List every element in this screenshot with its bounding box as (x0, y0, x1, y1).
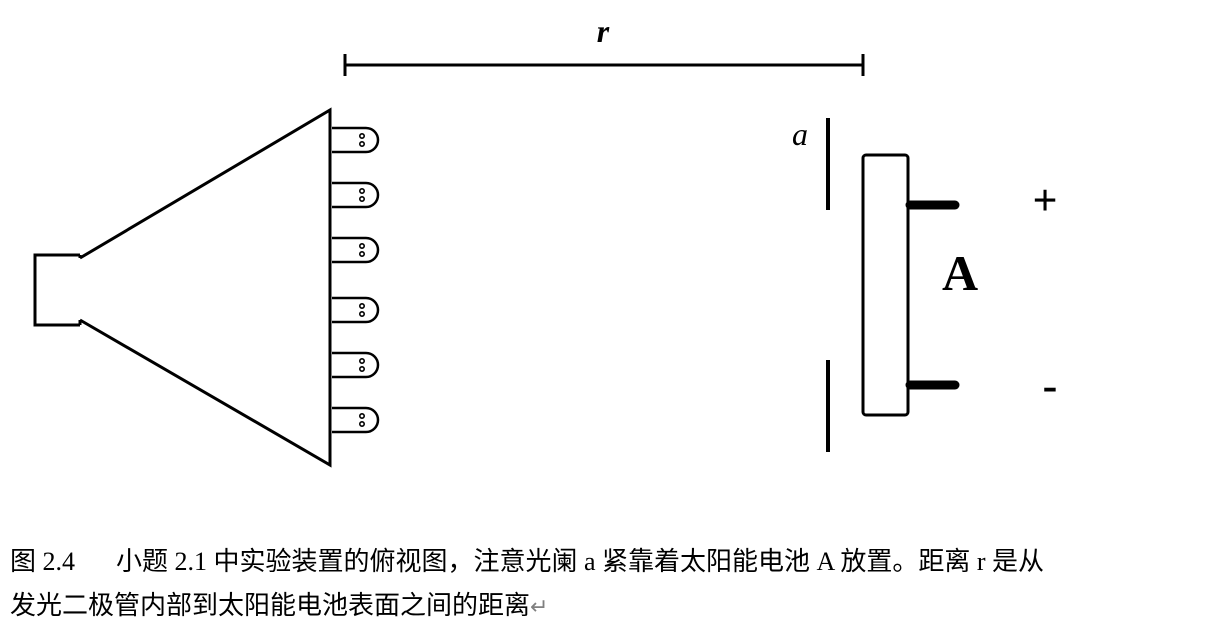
label-a: a (792, 116, 808, 152)
caption-line-2: 发光二极管内部到太阳能电池表面之间的距离 (10, 591, 530, 620)
diagram-area: r a A + - (0, 0, 1213, 520)
label-r: r (597, 13, 610, 49)
label-minus: - (1043, 361, 1058, 410)
return-mark-inline: ↵ (530, 594, 548, 619)
figure-number: 图 2.4 (10, 547, 75, 576)
caption-line-1: 小题 2.1 中实验装置的俯视图，注意光阑 a 紧靠着太阳能电池 A 放置。距离… (116, 547, 1044, 576)
label-plus: + (1032, 176, 1057, 225)
figure-caption: 图 2.4 小题 2.1 中实验装置的俯视图，注意光阑 a 紧靠着太阳能电池 A… (10, 540, 1200, 628)
diagram-svg: r a A + - (0, 0, 1213, 520)
label-A: A (942, 245, 978, 301)
